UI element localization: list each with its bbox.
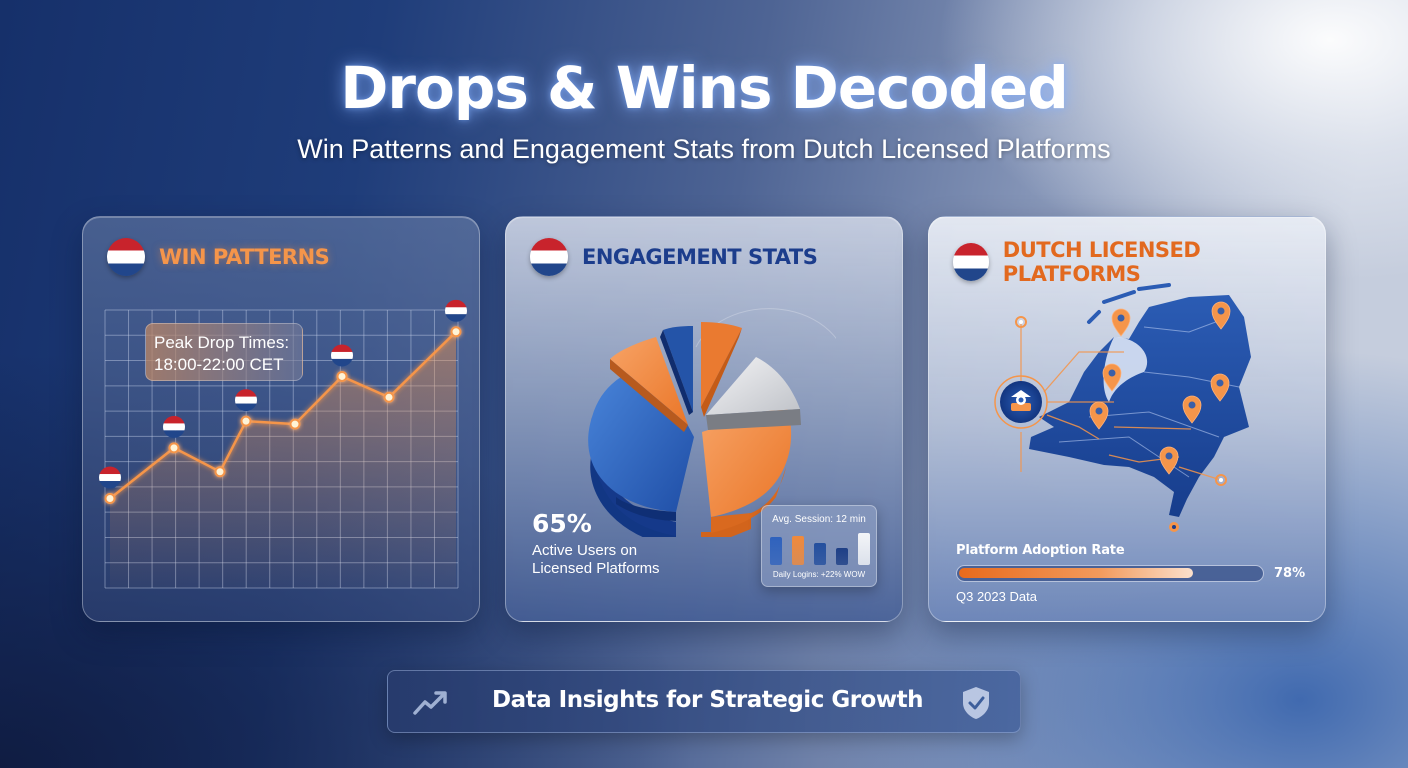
netherlands-map (994, 283, 1251, 532)
netherlands-flag-marker-icon (99, 466, 121, 489)
data-point (383, 391, 395, 403)
map-pin-icon (1089, 401, 1109, 430)
adoption-progress-bar (956, 565, 1264, 582)
label-line: Active Users on (532, 542, 638, 559)
adoption-rate-label: Platform Adoption Rate (956, 543, 1125, 558)
card-title: DUTCH LICENSED PLATFORMS (1002, 238, 1201, 286)
data-point (240, 415, 252, 427)
dutch-platforms-card: DUTCH LICENSED PLATFORMS (928, 216, 1326, 622)
engagement-stats-card: ENGAGEMENT STATS 65% Active Users on (505, 216, 903, 622)
adoption-rate-value: 78% (1274, 566, 1306, 581)
adoption-progress-fill (959, 568, 1193, 578)
card-title: ENGAGEMENT STATS (582, 245, 818, 269)
mini-bar (836, 547, 848, 565)
label-line: Licensed Platforms (532, 560, 660, 577)
shield-check-icon (963, 687, 989, 719)
mini-bar-chart (770, 533, 870, 565)
banner-text: Data Insights for Strategic Growth (492, 687, 923, 713)
mini-bar (770, 537, 782, 565)
mini-card-title: Avg. Session: 12 min (772, 514, 866, 525)
win-patterns-line-chart (99, 299, 467, 589)
netherlands-flag-icon (107, 238, 145, 276)
tooltip-line: 18:00-22:00 CET (154, 355, 284, 374)
map-pin-icon (1102, 363, 1122, 392)
trending-up-icon (413, 691, 447, 715)
data-point (214, 466, 226, 478)
page-subtitle: Win Patterns and Engagement Stats from D… (297, 134, 1111, 164)
netherlands-flag-marker-icon (331, 344, 353, 367)
engagement-pie-chart (588, 308, 836, 537)
tooltip-line: Peak Drop Times: (154, 333, 290, 352)
card-title: WIN PATTERNS (159, 245, 330, 269)
netherlands-flag-marker-icon (235, 389, 257, 412)
data-point (168, 442, 180, 454)
map-pin-icon (1111, 308, 1131, 337)
data-point (289, 418, 301, 430)
insights-banner: Data Insights for Strategic Growth (387, 670, 1021, 733)
map-pin-icon (1211, 301, 1231, 330)
netherlands-flag-icon (530, 238, 568, 276)
active-users-label: Active Users on Licensed Platforms (532, 542, 692, 578)
map-pin-icon (1182, 395, 1202, 424)
peak-drop-times-tooltip: Peak Drop Times: 18:00-22:00 CET (145, 323, 303, 381)
netherlands-flag-marker-icon (163, 415, 185, 438)
netherlands-flag-icon (953, 243, 989, 281)
mini-bar (792, 535, 804, 565)
mini-bar (814, 543, 826, 565)
data-point (450, 326, 462, 338)
mini-bar (858, 533, 870, 565)
mini-card-footer: Daily Logins: +22% WOW (772, 570, 866, 579)
win-patterns-card: WIN PATTERNS Peak Drop Times: 18:00-22:0… (82, 216, 480, 622)
page-title: Drops & Wins Decoded (340, 54, 1069, 122)
session-mini-card: Avg. Session: 12 min Daily Logins: +22% … (761, 505, 877, 587)
map-pin-icon (1159, 446, 1179, 475)
data-period-note: Q3 2023 Data (956, 589, 1037, 604)
netherlands-flag-marker-icon (445, 299, 467, 322)
data-point (104, 493, 116, 505)
data-point (336, 370, 348, 382)
active-users-percent: 65% (532, 509, 592, 538)
map-pin-icon (1210, 373, 1230, 402)
